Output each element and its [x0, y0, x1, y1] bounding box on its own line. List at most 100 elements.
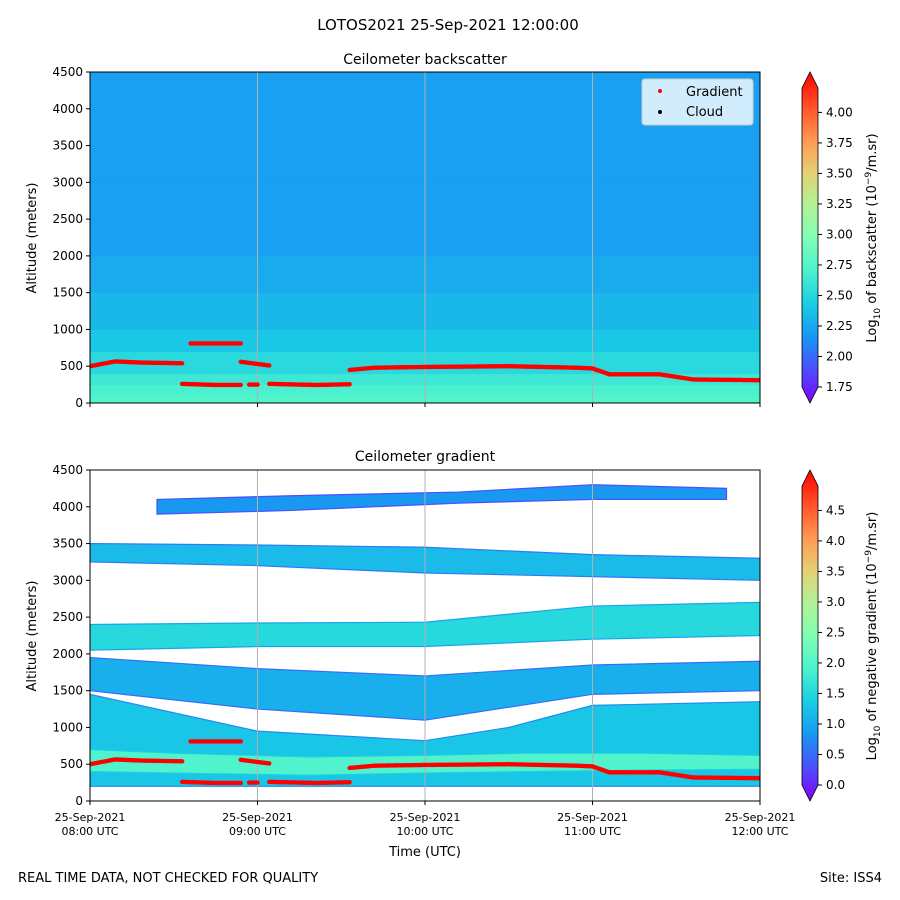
panel2-ylabel: Altitude (meters): [25, 581, 40, 692]
xtick-date: 25-Sep-2021: [55, 811, 126, 824]
colorbar-tick-label: 1.5: [826, 686, 845, 700]
colorbar-tick-label: 3.0: [826, 595, 845, 609]
panel-gradient: Ceilometer gradient 0 500 1000 1500 2000 2500…: [25, 449, 883, 860]
cb1-label-end: /m.sr): [865, 133, 880, 171]
colorbar1-label: Log10 of backscatter (10−9/m.sr): [864, 133, 883, 342]
legend-cloud-label: Cloud: [686, 105, 723, 120]
panel2-gradient-markers: [90, 739, 760, 786]
panel2-gridlines: [257, 470, 593, 801]
ytick-label: 1500: [52, 684, 83, 698]
xtick-date: 25-Sep-2021: [222, 811, 293, 824]
colorbar-2: 0.0 0.5 1.0 1.5 2.0 2.5 3.0 3.5 4.0 4.5 Log10 of …: [801, 469, 883, 802]
gradient-marker: [347, 382, 352, 387]
colorbar-tick-label: 0.0: [826, 778, 845, 792]
colorbar-tick-label: 2.75: [826, 258, 853, 272]
panel1-title: Ceilometer backscatter: [343, 52, 507, 68]
cb1-label-main: Log: [865, 319, 880, 342]
colorbar2-label: Log10 of negative gradient (10−9/m.sr): [864, 512, 883, 761]
colorbar-tick-label: 3.00: [826, 227, 853, 241]
colorbar-tick-label: 3.5: [826, 564, 845, 578]
xtick-time: 12:00 UTC: [731, 825, 788, 838]
legend: Gradient Cloud: [641, 78, 754, 126]
gradient-marker: [238, 382, 243, 388]
ytick-label: 3000: [52, 573, 83, 587]
xtick-date: 25-Sep-2021: [557, 811, 628, 824]
cb2-label-rest: of negative gradient (10: [865, 563, 880, 725]
ytick-label: 4000: [52, 500, 83, 514]
ytick-label: 0: [75, 396, 83, 410]
colorbar2-bar: [801, 469, 819, 802]
colorbar1-ticks: 1.75 2.00 2.25 2.50 2.75 3.00 3.25 3.50 3.75 4.00: [818, 105, 853, 394]
panel1-yaxis: 0 500 1000 1500 2000 2500 3000 3500 4000 4500: [52, 65, 90, 410]
ytick-label: 4500: [52, 463, 83, 477]
ytick-label: 4500: [52, 65, 83, 79]
ytick-label: 2500: [52, 610, 83, 624]
ytick-label: 4000: [52, 102, 83, 116]
ytick-label: 3000: [52, 175, 83, 189]
xtick-date: 25-Sep-2021: [725, 811, 796, 824]
gradient-marker: [238, 739, 243, 744]
xtick-time: 09:00 UTC: [229, 825, 286, 838]
gradient-marker: [347, 780, 352, 785]
ytick-label: 1500: [52, 286, 83, 300]
legend-box: [641, 78, 754, 126]
cb2-label-sup: −9: [864, 550, 874, 564]
gradient-marker: [757, 775, 760, 781]
panel2-yaxis: 0 500 1000 1500 2000 2500 3000 3500 4000 4500: [52, 463, 90, 808]
colorbar-tick-label: 2.5: [826, 625, 845, 639]
footer-right: Site: ISS4: [820, 871, 882, 886]
footer-left: REAL TIME DATA, NOT CHECKED FOR QUALITY: [18, 871, 318, 886]
xtick-time: 08:00 UTC: [61, 825, 118, 838]
gradient-marker: [238, 780, 243, 786]
cb1-label-sup: −9: [864, 172, 874, 186]
colorbar-tick-label: 4.0: [826, 534, 845, 548]
colorbar-1: 1.75 2.00 2.25 2.50 2.75 3.00 3.25 3.50 3.75 4.00…: [801, 71, 883, 404]
panel-backscatter: Ceilometer backscatter 0 500 1000 1500 2000 2…: [25, 52, 883, 410]
colorbar-tick-label: 0.5: [826, 747, 845, 761]
gradient-marker: [179, 759, 185, 764]
colorbar-tick-label: 2.50: [826, 288, 853, 302]
colorbar-tick-label: 3.50: [826, 166, 853, 180]
ytick-label: 500: [60, 757, 83, 771]
panel1-xaxis-ticks: [89, 403, 761, 407]
figure-suptitle: LOTOS2021 25-Sep-2021 12:00:00: [317, 16, 579, 34]
colorbar-tick-label: 3.25: [826, 197, 853, 211]
panel1-gradient-markers: [90, 341, 760, 388]
colorbar-tick-label: 2.25: [826, 319, 853, 333]
legend-gradient-marker: [658, 89, 662, 93]
xaxis-label: Time (UTC): [388, 845, 461, 860]
colorbar-tick-label: 3.75: [826, 136, 853, 150]
panel1-gridlines: [257, 72, 593, 403]
colorbar-tick-label: 1.0: [826, 717, 845, 731]
colorbar-tick-label: 2.0: [826, 656, 845, 670]
gradient-marker: [267, 363, 272, 368]
ytick-label: 3500: [52, 537, 83, 551]
cb1-label-rest: of backscatter (10: [865, 185, 880, 308]
legend-cloud-marker: [658, 110, 662, 114]
gradient-marker: [255, 780, 260, 785]
ytick-label: 3500: [52, 139, 83, 153]
gradient-band: [156, 484, 728, 515]
legend-gradient-label: Gradient: [686, 85, 743, 100]
ytick-label: 2500: [52, 212, 83, 226]
ytick-label: 0: [75, 794, 83, 808]
gradient-marker: [238, 341, 243, 346]
cb1-label-sub: 10: [873, 308, 883, 320]
panel1-ylabel: Altitude (meters): [25, 183, 40, 294]
ytick-label: 500: [60, 359, 83, 373]
gradient-marker: [267, 761, 272, 766]
cb2-label-main: Log: [865, 737, 880, 760]
gradient-marker: [757, 377, 760, 383]
colorbar-tick-label: 4.00: [826, 105, 853, 119]
cb2-label-end: /m.sr): [865, 512, 880, 550]
ytick-label: 1000: [52, 322, 83, 336]
colorbar-tick-label: 2.00: [826, 349, 853, 363]
gradient-marker: [179, 361, 185, 366]
xtick-date: 25-Sep-2021: [390, 811, 461, 824]
ytick-label: 2000: [52, 249, 83, 263]
gradient-marker: [255, 382, 260, 387]
panel2-title: Ceilometer gradient: [355, 449, 496, 465]
colorbar-tick-label: 1.75: [826, 380, 853, 394]
